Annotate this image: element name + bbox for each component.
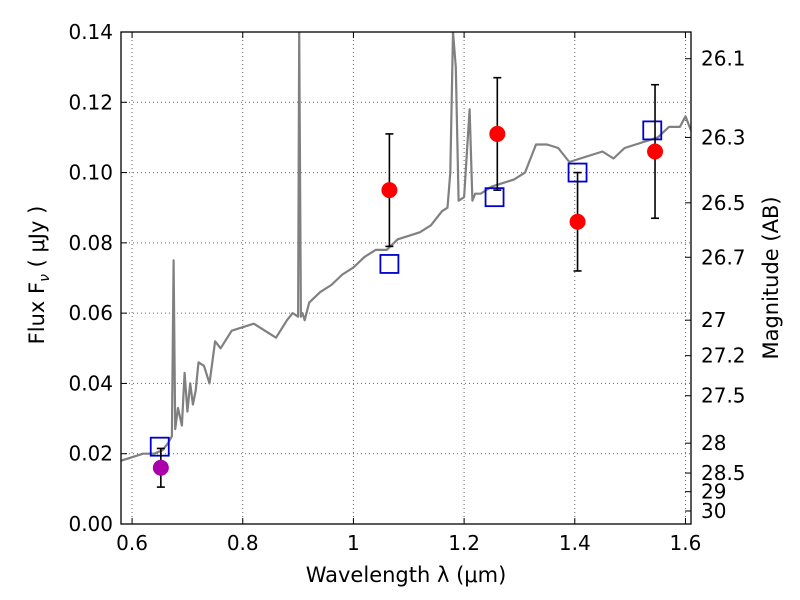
right-axis-tick-label: 29	[701, 480, 726, 504]
y-tick-label: 0.14	[68, 20, 113, 44]
right-axis-label: Magnitude (AB)	[759, 196, 783, 359]
x-tick-label: 1	[347, 531, 360, 555]
grid	[121, 31, 691, 525]
right-axis-tick-label: 28	[701, 431, 726, 455]
spectrum-line	[121, 32, 691, 462]
right-axis-tick-label: 30	[701, 499, 726, 523]
y-tick-label: 0.02	[68, 442, 113, 466]
observed-point	[569, 213, 586, 230]
x-axis-label: Wavelength λ (μm)	[306, 563, 507, 587]
model-photometry-square	[484, 187, 505, 208]
right-axis-tick-label: 27	[701, 308, 726, 332]
observed-point	[489, 125, 506, 142]
right-axis-tick-label: 26.1	[701, 47, 746, 71]
y-axis-label: Flux Fν ( μJy )	[25, 206, 53, 345]
y-tick-label: 0.04	[68, 371, 113, 395]
y-axis-label-main: Flux F	[25, 282, 49, 344]
x-tick-label: 1.6	[670, 531, 702, 555]
y-axis-label-subscript: ν	[37, 274, 53, 282]
y-axis-label-unit: ( μJy )	[25, 206, 49, 274]
observed-point	[152, 459, 169, 476]
right-axis-tick-label: 28.5	[701, 461, 746, 485]
observed-point	[381, 182, 398, 199]
right-axis-tick-label: 26.5	[701, 191, 746, 215]
observed-point	[647, 143, 664, 160]
x-tick-label: 0.6	[116, 531, 148, 555]
y-tick-label: 0.08	[68, 231, 113, 255]
axes: 0.6 0.8 1 1.2 1.4 1.6 0.00 0.02 0.04 0.06 0.08 0.10…	[68, 20, 745, 555]
model-photometry-square	[379, 254, 400, 274]
y-tick-label: 0.06	[68, 301, 113, 325]
model-photometry-square	[642, 120, 663, 141]
plot-frame	[120, 31, 692, 525]
y-tick-label: 0.00	[68, 512, 113, 536]
plot-series	[121, 32, 691, 488]
right-axis-tick-label: 26.3	[701, 125, 746, 149]
x-tick-label: 1.4	[559, 531, 591, 555]
y-tick-label: 0.12	[68, 90, 113, 114]
right-axis-tick-label: 27.2	[701, 344, 746, 368]
model-photometry-square	[149, 436, 170, 457]
x-tick-label: 1.2	[448, 531, 480, 555]
right-axis-tick-label: 26.7	[701, 245, 746, 269]
y-tick-label: 0.10	[68, 161, 113, 185]
right-axis-tick-label: 27.5	[701, 384, 746, 408]
x-tick-label: 0.8	[227, 531, 259, 555]
